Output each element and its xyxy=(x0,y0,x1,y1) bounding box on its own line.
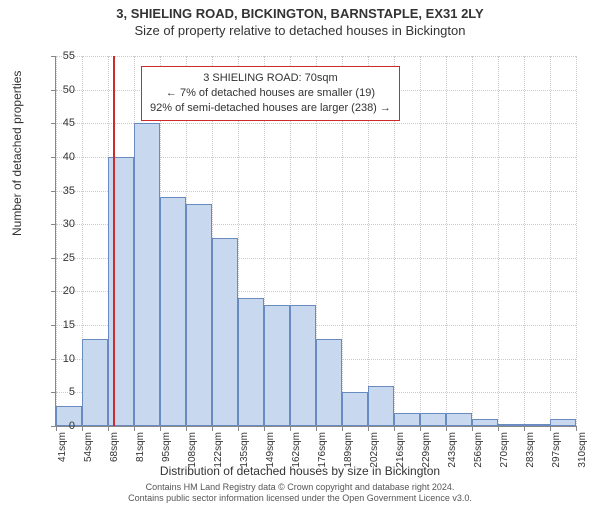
footer-line2: Contains public sector information licen… xyxy=(0,493,600,504)
xtick-label: 229sqm xyxy=(421,432,432,472)
xtick-mark xyxy=(212,426,213,431)
xtick-label: 202sqm xyxy=(369,432,380,472)
property-marker-line xyxy=(113,56,115,426)
xtick-label: 270sqm xyxy=(499,432,510,472)
xtick-label: 149sqm xyxy=(265,432,276,472)
xtick-label: 81sqm xyxy=(135,432,146,472)
xtick-label: 189sqm xyxy=(343,432,354,472)
ytick-label: 25 xyxy=(50,252,75,264)
ytick-label: 15 xyxy=(50,319,75,331)
xtick-mark xyxy=(108,426,109,431)
histogram-bar xyxy=(160,197,186,426)
xtick-label: 68sqm xyxy=(109,432,120,472)
xtick-mark xyxy=(134,426,135,431)
histogram-bar xyxy=(420,413,446,426)
footer: Contains HM Land Registry data © Crown c… xyxy=(0,482,600,504)
xtick-mark xyxy=(524,426,525,431)
gridline-v xyxy=(498,56,499,426)
xtick-label: 162sqm xyxy=(291,432,302,472)
footer-line1: Contains HM Land Registry data © Crown c… xyxy=(0,482,600,493)
histogram-bar xyxy=(316,339,342,426)
histogram-bar xyxy=(550,419,576,426)
ytick-label: 5 xyxy=(50,386,75,398)
xtick-mark xyxy=(186,426,187,431)
xtick-label: 135sqm xyxy=(239,432,250,472)
xtick-label: 216sqm xyxy=(395,432,406,472)
histogram-bar xyxy=(368,386,394,426)
xtick-mark xyxy=(316,426,317,431)
gridline-v xyxy=(472,56,473,426)
plot-area: 3 SHIELING ROAD: 70sqm← 7% of detached h… xyxy=(55,56,576,427)
xtick-mark xyxy=(160,426,161,431)
histogram-bar xyxy=(472,419,498,426)
gridline-v xyxy=(446,56,447,426)
xtick-label: 310sqm xyxy=(577,432,588,472)
histogram-bar xyxy=(212,238,238,426)
xtick-mark xyxy=(368,426,369,431)
histogram-bar xyxy=(82,339,108,426)
histogram-bar xyxy=(446,413,472,426)
xtick-mark xyxy=(264,426,265,431)
annotation-line: 3 SHIELING ROAD: 70sqm xyxy=(150,71,391,86)
chart-area: 3 SHIELING ROAD: 70sqm← 7% of detached h… xyxy=(55,56,575,426)
y-axis-label: Number of detached properties xyxy=(10,71,24,236)
ytick-label: 20 xyxy=(50,285,75,297)
gridline-v xyxy=(550,56,551,426)
histogram-bar xyxy=(498,424,524,426)
xtick-label: 41sqm xyxy=(57,432,68,472)
ytick-label: 55 xyxy=(50,50,75,62)
ytick-label: 50 xyxy=(50,84,75,96)
histogram-bar xyxy=(134,123,160,426)
gridline-v xyxy=(524,56,525,426)
xtick-mark xyxy=(238,426,239,431)
annotation-box: 3 SHIELING ROAD: 70sqm← 7% of detached h… xyxy=(141,66,400,121)
page-subtitle: Size of property relative to detached ho… xyxy=(0,23,600,38)
ytick-label: 30 xyxy=(50,218,75,230)
xtick-label: 176sqm xyxy=(317,432,328,472)
ytick-label: 0 xyxy=(50,420,75,432)
histogram-bar xyxy=(342,392,368,426)
gridline-v xyxy=(576,56,577,426)
histogram-bar xyxy=(186,204,212,426)
xtick-mark xyxy=(550,426,551,431)
gridline-v xyxy=(420,56,421,426)
ytick-label: 10 xyxy=(50,353,75,365)
gridline-v xyxy=(56,56,57,426)
ytick-label: 45 xyxy=(50,117,75,129)
xtick-label: 283sqm xyxy=(525,432,536,472)
xtick-mark xyxy=(420,426,421,431)
histogram-bar xyxy=(394,413,420,426)
xtick-mark xyxy=(290,426,291,431)
xtick-mark xyxy=(394,426,395,431)
xtick-mark xyxy=(576,426,577,431)
xtick-mark xyxy=(82,426,83,431)
xtick-mark xyxy=(472,426,473,431)
annotation-line: 92% of semi-detached houses are larger (… xyxy=(150,101,391,116)
xtick-label: 95sqm xyxy=(161,432,172,472)
xtick-label: 256sqm xyxy=(473,432,484,472)
xtick-label: 243sqm xyxy=(447,432,458,472)
histogram-bar xyxy=(238,298,264,426)
histogram-bar xyxy=(290,305,316,426)
xtick-label: 108sqm xyxy=(187,432,198,472)
ytick-label: 40 xyxy=(50,151,75,163)
xtick-label: 122sqm xyxy=(213,432,224,472)
xtick-mark xyxy=(498,426,499,431)
annotation-line: ← 7% of detached houses are smaller (19) xyxy=(150,86,391,101)
xtick-label: 54sqm xyxy=(83,432,94,472)
histogram-bar xyxy=(264,305,290,426)
xtick-mark xyxy=(446,426,447,431)
ytick-label: 35 xyxy=(50,185,75,197)
xtick-label: 297sqm xyxy=(551,432,562,472)
page-title: 3, SHIELING ROAD, BICKINGTON, BARNSTAPLE… xyxy=(0,6,600,21)
xtick-mark xyxy=(342,426,343,431)
histogram-bar xyxy=(524,424,550,426)
